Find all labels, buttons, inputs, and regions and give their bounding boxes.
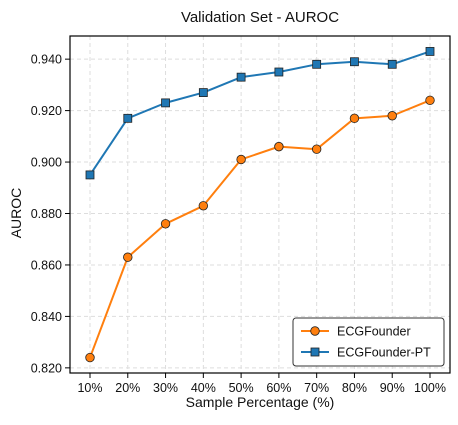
data-point-ecgfounder-pt: [425, 47, 435, 56]
series-line-ecgfounder: [89, 99, 431, 358]
data-point-ecgfounder: [349, 113, 360, 124]
y-tick-label: 0.820: [31, 361, 62, 375]
data-point-ecgfounder: [123, 252, 133, 262]
data-point-ecgfounder-pt: [85, 170, 95, 180]
x-tick-label: 80%: [342, 381, 367, 395]
grid: [70, 36, 450, 373]
x-tick-label: 70%: [304, 381, 329, 395]
y-tick-label: 0.900: [31, 156, 62, 170]
y-tick-label: 0.880: [31, 207, 62, 221]
x-tick-label: 10%: [77, 381, 102, 395]
legend-item-ecgfounder: ECGFounder: [301, 325, 411, 339]
y-tick-label: 0.920: [31, 104, 62, 118]
data-point-ecgfounder-pt: [198, 88, 208, 97]
legend-marker-ecgfounder: [310, 326, 320, 336]
series-line-ecgfounder-pt: [89, 50, 431, 176]
x-tick-label: 90%: [380, 381, 405, 395]
data-point-ecgfounder-pt: [312, 59, 322, 69]
x-tick-label: 40%: [191, 381, 216, 395]
legend-marker-ecgfounder-pt: [310, 347, 320, 357]
data-point-ecgfounder: [160, 219, 171, 229]
plot-frame: [69, 35, 451, 374]
data-point-ecgfounder-pt: [123, 113, 133, 123]
data-point-ecgfounder-pt: [236, 72, 246, 82]
data-point-ecgfounder: [311, 144, 322, 154]
x-tick-label: 50%: [229, 381, 254, 395]
data-point-ecgfounder-pt: [274, 67, 284, 77]
data-point-ecgfounder: [85, 352, 95, 363]
x-tick-label: 30%: [153, 381, 178, 395]
data-point-ecgfounder-pt: [350, 57, 359, 67]
data-point-ecgfounder: [387, 111, 397, 121]
x-axis-label: Sample Percentage (%): [186, 394, 335, 410]
y-tick-label: 0.840: [31, 310, 62, 324]
x-tick-label: 20%: [115, 381, 140, 395]
data-point-ecgfounder: [198, 201, 209, 211]
x-tick-label: 100%: [414, 381, 446, 395]
legend-label-ecgfounder-pt: ECGFounder-PT: [337, 346, 431, 360]
legend-item-ecgfounder-pt: ECGFounder-PT: [301, 346, 431, 360]
y-tick-label: 0.860: [31, 258, 62, 272]
chart-title: Validation Set - AUROC: [181, 9, 339, 26]
x-tick-label: 60%: [266, 381, 291, 395]
legend-label-ecgfounder: ECGFounder: [337, 325, 411, 339]
series-ecgfounder-pt: [85, 47, 435, 180]
y-axis-label: AUROC: [8, 188, 24, 239]
legend-box: [292, 317, 445, 367]
series-ecgfounder: [85, 95, 435, 363]
series-layer: [85, 47, 435, 363]
data-point-ecgfounder-pt: [161, 98, 170, 108]
data-point-ecgfounder: [425, 95, 435, 106]
y-tick-label: 0.940: [31, 53, 62, 67]
axis-ticks: 10% 20% 30% 40% 50% 60% 70% 80% 90% 100% 0.820 0.84…: [31, 53, 446, 395]
data-point-ecgfounder: [236, 154, 246, 165]
data-point-ecgfounder: [274, 141, 284, 152]
legend: ECGFounder ECGFounder-PT: [292, 317, 445, 367]
data-point-ecgfounder-pt: [387, 59, 397, 69]
